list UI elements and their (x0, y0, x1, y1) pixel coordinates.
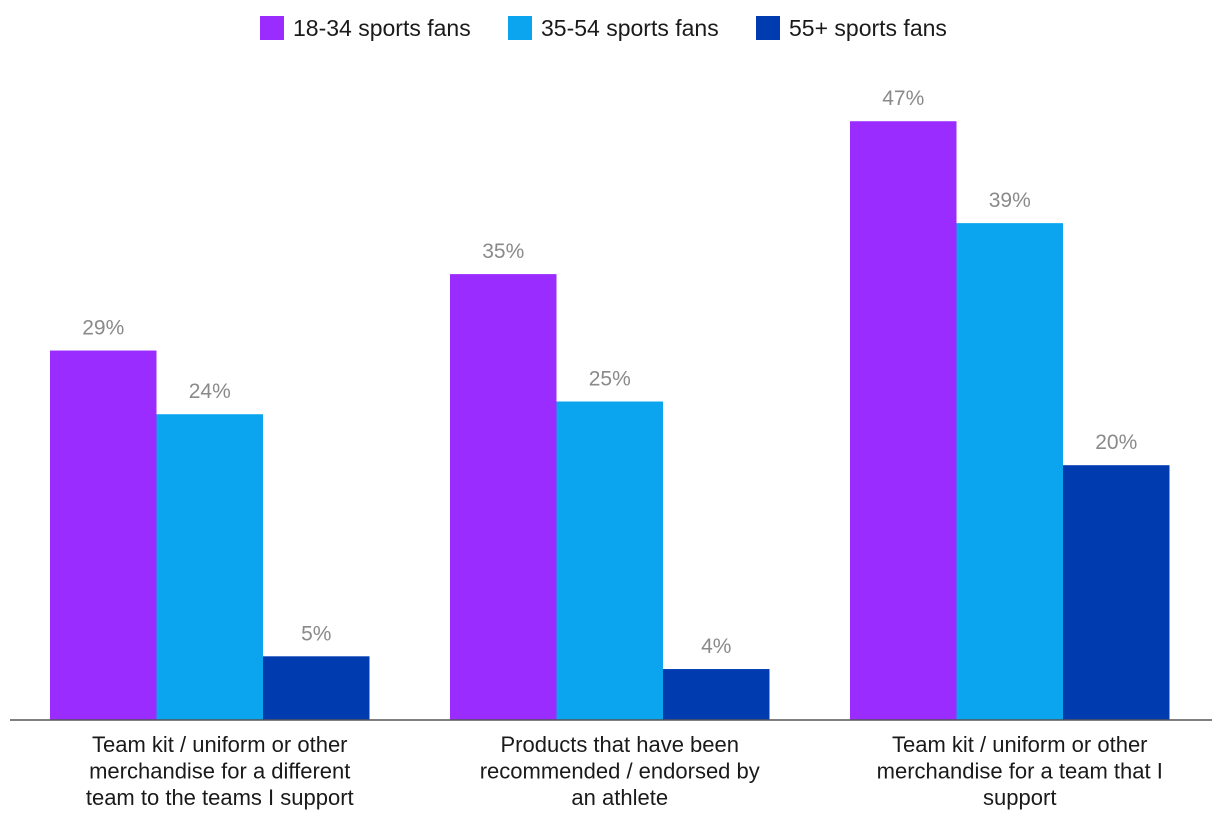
category-label-line: Products that have been (501, 732, 740, 757)
bar-1-3 (850, 121, 957, 721)
category-label-line: Team kit / uniform or other (892, 732, 1148, 757)
value-label-3-1: 5% (301, 622, 331, 645)
value-label-2-3: 39% (989, 189, 1031, 212)
bar-2-2 (556, 401, 663, 720)
legend-swatch-3 (756, 16, 780, 40)
legend-swatch-1 (260, 16, 284, 40)
value-label-3-2: 4% (701, 635, 731, 658)
bars (50, 121, 1170, 721)
bar-3-3 (1063, 465, 1170, 720)
category-labels: Team kit / uniform or other merchandise f… (86, 732, 1163, 810)
category-label-line: merchandise for a team that I (877, 759, 1163, 784)
category-label-3: Team kit / uniform or other merchandise f… (877, 732, 1163, 810)
bar-1-2 (450, 274, 557, 720)
category-label-line: recommended / endorsed by (480, 759, 760, 784)
category-label-2: Products that have been recommended / end… (480, 732, 760, 810)
value-label-1-1: 29% (82, 317, 124, 340)
legend-label-1: 18-34 sports fans (293, 15, 471, 41)
value-label-1-2: 35% (482, 240, 524, 263)
category-label-line: team to the teams I support (86, 785, 354, 810)
bar-3-2 (663, 669, 770, 720)
legend-swatch-2 (508, 16, 532, 40)
bar-2-3 (956, 223, 1063, 720)
category-label-1: Team kit / uniform or other merchandise f… (86, 732, 354, 810)
value-label-2-2: 25% (589, 368, 631, 391)
bar-3-1 (263, 656, 370, 720)
value-labels: 29% 35% 47% 24% 25% 39% 5% 4% 20% (82, 87, 1137, 658)
value-label-3-3: 20% (1095, 431, 1137, 454)
legend-label-2: 35-54 sports fans (541, 15, 719, 41)
category-label-line: merchandise for a different (89, 759, 350, 784)
category-label-line: Team kit / uniform or other (92, 732, 348, 757)
bar-1-1 (50, 350, 157, 720)
value-label-1-3: 47% (882, 87, 924, 110)
category-label-line: support (983, 785, 1056, 810)
legend-label-3: 55+ sports fans (789, 15, 947, 41)
value-label-2-1: 24% (189, 380, 231, 403)
bar-2-1 (156, 414, 263, 720)
category-label-line: an athlete (571, 785, 668, 810)
legend: 18-34 sports fans 35-54 sports fans 55+ sp… (260, 15, 947, 41)
